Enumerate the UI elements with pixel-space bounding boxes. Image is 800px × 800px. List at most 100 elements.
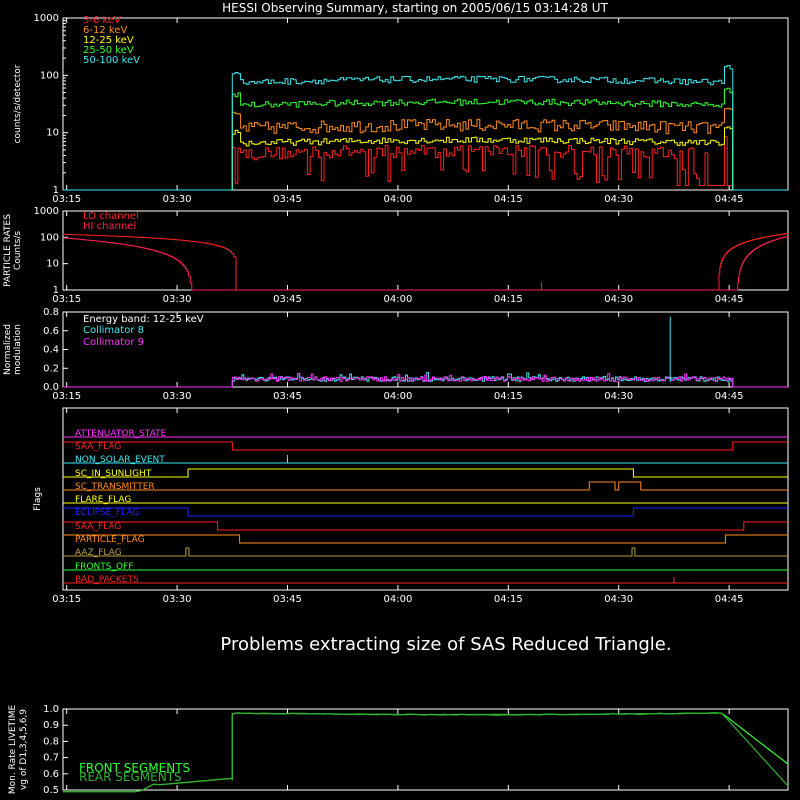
- legend-entry: 25-50 keV: [83, 45, 134, 56]
- legend-entry: HI channel: [83, 221, 136, 232]
- series-line: [63, 126, 788, 191]
- flag-label: PARTICLE_FLAG: [75, 535, 145, 545]
- legend-entry: 3-6 keV: [83, 15, 121, 26]
- x-tick-label: 03:15: [52, 294, 81, 305]
- series-line: [63, 712, 789, 793]
- flag-line: [63, 521, 788, 531]
- flag-line: [63, 468, 788, 478]
- flags-frame: [62, 407, 789, 591]
- x-tick-label: 03:45: [273, 194, 302, 205]
- series-line: [63, 87, 788, 191]
- x-tick-label: 04:15: [494, 194, 523, 205]
- livetime-panel: 0.5 0.6 0.7 0.8 0.9 1.0 Mon. Rate LIVETIME vg …: [8, 704, 789, 796]
- x-tick-label: 04:45: [715, 194, 744, 205]
- flag-label: FLARE_FLAG: [75, 495, 131, 505]
- flag-label: SC_IN_SUNLIGHT: [75, 469, 152, 479]
- series-line: [63, 373, 788, 388]
- y-tick-label: 0.9: [43, 720, 59, 731]
- count-rate-panel: 03:15 03:30 03:45 04:00 04:15 04:30 04:45 1 10 10…: [13, 13, 789, 205]
- legend-entry: Collimator 8: [83, 325, 144, 336]
- y-tick-label: 0.4: [43, 345, 59, 356]
- x-tick-label: 04:30: [604, 391, 633, 402]
- y-tick-label: 0.8: [43, 307, 59, 318]
- flag-line: [63, 507, 788, 517]
- y-tick-label: 0.0: [43, 382, 59, 393]
- x-tick-label: 04:15: [494, 391, 523, 402]
- series-line: [63, 65, 788, 191]
- flag-label: ECLIPSE_FLAG: [75, 508, 139, 518]
- flag-label: NON_SOLAR_EVENT: [75, 455, 165, 465]
- x-tick-label: 03:30: [163, 594, 192, 605]
- particle-rates-panel: 03:15 03:30 03:45 04:00 04:15 04:30 04:45 1 10 10…: [3, 206, 789, 305]
- y-tick-label: 0.7: [43, 753, 59, 764]
- x-tick-label: 04:15: [494, 294, 523, 305]
- y-tick-label: 100: [40, 70, 59, 81]
- y-tick-label: 1: [53, 185, 59, 196]
- x-tick-label: 03:30: [163, 391, 192, 402]
- series-line: [63, 107, 788, 191]
- series-line: [63, 136, 788, 191]
- y-tick-label: 100: [40, 232, 59, 243]
- y-tick-label: 1.0: [43, 704, 59, 715]
- y-tick-label: 0.2: [43, 363, 59, 374]
- x-tick-label: 04:00: [383, 194, 412, 205]
- x-tick-label: 04:00: [383, 391, 412, 402]
- legend-entry: LO channel: [83, 211, 139, 222]
- count-rate-frame: [62, 17, 789, 191]
- x-tick-label: 03:45: [273, 294, 302, 305]
- y-axis-label: Normalized: [3, 324, 13, 375]
- x-tick-label: 03:15: [52, 391, 81, 402]
- y-axis-label: counts/s/detector: [13, 64, 23, 143]
- status-message: Problems extracting size of SAS Reduced …: [220, 634, 671, 655]
- y-tick-label: 10: [46, 259, 59, 270]
- flag-line: [63, 441, 788, 451]
- modulation-panel: 03:15 03:30 03:45 04:00 04:15 04:30 04:45 0.0 0.…: [3, 307, 789, 402]
- flag-label: ATTENUATOR_STATE: [75, 429, 167, 439]
- y-axis-label: Counts/s: [13, 231, 23, 270]
- x-tick-label: 04:30: [604, 594, 633, 605]
- y-tick-label: 10: [46, 128, 59, 139]
- x-tick-label: 04:45: [715, 594, 744, 605]
- flag-line: [63, 481, 788, 491]
- y-tick-label: 1000: [34, 206, 59, 217]
- y-tick-label: 0.5: [43, 785, 59, 796]
- flags-panel: 03:15 03:30 03:45 04:00 04:15 04:30 04:45 Flags…: [33, 407, 789, 605]
- x-tick-label: 03:45: [273, 594, 302, 605]
- y-tick-label: 1: [53, 285, 59, 296]
- flag-line: [63, 547, 788, 557]
- flag-label: SAA_FLAG: [75, 442, 121, 452]
- x-tick-label: 03:30: [163, 194, 192, 205]
- x-tick-label: 03:15: [52, 194, 81, 205]
- flag-line: [63, 534, 788, 544]
- livetime-frame: [62, 708, 789, 791]
- legend-entry: 6-12 keV: [83, 25, 127, 36]
- y-tick-label: 0.8: [43, 736, 59, 747]
- series-line: [63, 233, 789, 291]
- flag-label: FRONTS_OFF: [75, 562, 133, 572]
- flag-label: SAA_FLAG: [75, 522, 121, 532]
- x-tick-label: 03:45: [273, 391, 302, 402]
- energy-band-annotation: Energy band: 12-25 keV: [83, 314, 204, 325]
- y-axis-label: Flags: [33, 487, 43, 511]
- flag-label: SC_TRANSMITTER: [75, 482, 155, 492]
- x-tick-label: 04:45: [715, 294, 744, 305]
- series-line: [63, 235, 789, 291]
- y-tick-label: 0.6: [43, 326, 59, 337]
- plot-title: HESSI Observing Summary, starting on 200…: [222, 1, 608, 15]
- flag-label: AAZ_FLAG: [75, 548, 122, 558]
- legend-entry: FRONT SEGMENTS: [79, 761, 190, 775]
- y-tick-label: 1000: [34, 13, 59, 24]
- x-tick-label: 04:30: [604, 194, 633, 205]
- legend-entry: REAR SEGMENTS: [79, 770, 182, 784]
- x-tick-label: 04:15: [494, 594, 523, 605]
- y-axis-label: vg of D1,3,4,5,6,9: [19, 709, 29, 790]
- x-tick-label: 04:45: [715, 391, 744, 402]
- particle-rates-frame: [62, 210, 789, 291]
- legend-entry: 12-25 keV: [83, 35, 134, 46]
- legend-entry: Collimator 9: [83, 337, 144, 348]
- x-tick-label: 04:00: [383, 594, 412, 605]
- flag-label: BAD_PACKETS: [75, 575, 139, 585]
- legend-entry: 50-100 keV: [83, 55, 140, 66]
